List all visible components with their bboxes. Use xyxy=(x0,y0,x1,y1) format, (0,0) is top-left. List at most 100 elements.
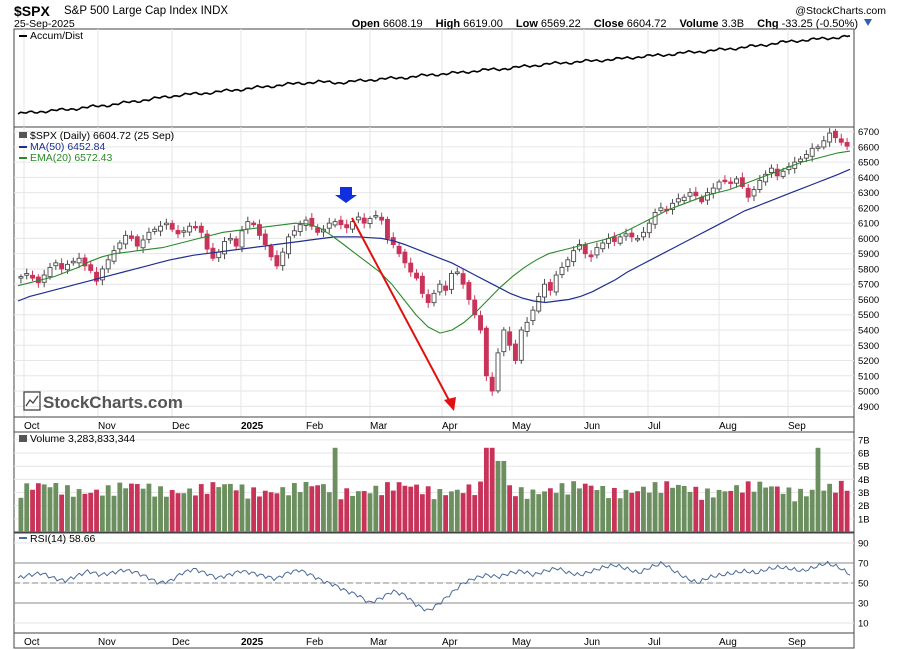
month-tick-label: Sep xyxy=(788,421,806,432)
peak-marker-arrow xyxy=(335,187,357,203)
volume-bar xyxy=(687,491,693,532)
candle-body xyxy=(478,315,483,331)
copyright-label[interactable]: @StockCharts.com xyxy=(795,5,886,17)
candle-body xyxy=(251,222,257,226)
volume-bar xyxy=(559,483,565,532)
volume-bar xyxy=(774,486,780,532)
volume-bar xyxy=(414,484,419,532)
candle-body xyxy=(105,259,111,270)
volume-bar xyxy=(175,493,181,532)
volume-bar xyxy=(454,489,460,532)
candle-body xyxy=(53,262,59,267)
price-tick-label: 5800 xyxy=(858,264,879,275)
candle-body xyxy=(844,142,850,147)
volume-bar xyxy=(617,498,623,532)
volume-bar xyxy=(291,483,297,532)
candle-body xyxy=(466,282,472,300)
month-tick-label: Nov xyxy=(98,637,116,648)
candle-body xyxy=(239,230,245,248)
candle-body xyxy=(827,132,833,143)
volume-bar xyxy=(309,486,315,532)
volume-bar xyxy=(187,488,193,532)
volume-bar xyxy=(280,487,286,532)
volume-bar xyxy=(47,487,53,532)
volume-bar xyxy=(623,489,629,532)
rsi-line xyxy=(17,560,851,612)
volume-bar xyxy=(763,487,769,532)
volume-bar xyxy=(798,488,803,532)
candle-body xyxy=(193,225,198,229)
volume-bar xyxy=(222,484,227,532)
month-tick-label: Feb xyxy=(306,637,324,648)
index-name: S&P 500 Large Cap Index INDX xyxy=(64,5,229,17)
volume-bar xyxy=(745,481,751,532)
volume-bar xyxy=(216,487,222,532)
volume-bar xyxy=(402,485,408,532)
volume-bar xyxy=(227,483,233,532)
candle-body xyxy=(536,295,542,312)
candle-body xyxy=(332,221,338,226)
volume-bar xyxy=(181,493,187,532)
volume-bar xyxy=(146,483,152,532)
candle-body xyxy=(309,217,315,227)
candle-body xyxy=(82,257,88,267)
candle-body xyxy=(367,218,373,225)
month-tick-label: Apr xyxy=(442,637,458,648)
candle-body xyxy=(460,273,466,285)
volume-y-axis: 1B 2B 3B 4B 5B 6B 7B xyxy=(858,435,870,525)
candle-body xyxy=(233,238,239,247)
volume-bar xyxy=(518,487,524,532)
volume-tick-label: 6B xyxy=(858,449,870,460)
chg-value: -33.25 (-0.50%) xyxy=(781,18,858,30)
month-tick-label: Nov xyxy=(98,421,116,432)
volume-bar xyxy=(233,490,239,532)
candle-body xyxy=(373,215,379,218)
ema20-legend-swatch xyxy=(19,157,27,159)
candle-body xyxy=(547,282,553,291)
stockcharts-watermark[interactable]: StockCharts.com xyxy=(23,391,183,412)
month-tick-label: Dec xyxy=(172,421,190,432)
candle-body xyxy=(658,207,664,212)
candle-body xyxy=(571,250,577,263)
symbol-label[interactable]: $SPX xyxy=(14,3,50,19)
candle-body xyxy=(216,251,222,259)
volume-legend-text: Volume 3,283,833,344 xyxy=(30,433,135,445)
volume-bar xyxy=(501,460,507,532)
volume-bar xyxy=(419,494,425,532)
volume-bar xyxy=(838,480,844,532)
volume-bar xyxy=(588,485,594,532)
price-tick-label: 5500 xyxy=(858,310,879,321)
candle-body xyxy=(129,235,134,239)
rsi-tick-label: 10 xyxy=(858,619,869,630)
volume-bar xyxy=(809,489,815,532)
price-tick-label: 6600 xyxy=(858,142,879,153)
volume-bar xyxy=(24,483,30,532)
candle-body xyxy=(734,178,739,184)
volume-bars xyxy=(18,447,850,532)
price-tick-label: 5600 xyxy=(858,295,879,306)
volume-bar xyxy=(76,489,82,532)
decline-arrow-head xyxy=(444,397,456,411)
ma50-line xyxy=(17,168,851,304)
candle-body xyxy=(437,283,443,293)
dropdown-triangle-icon[interactable] xyxy=(864,19,872,26)
candle-body xyxy=(675,198,681,203)
candle-body xyxy=(152,228,158,232)
candle-body xyxy=(140,239,146,249)
candle-body xyxy=(286,236,291,255)
candle-body xyxy=(204,233,210,250)
candle-body xyxy=(181,230,187,233)
volume-bar xyxy=(134,483,140,532)
rsi-legend: RSI(14) 58.66 xyxy=(19,533,96,545)
month-tick-label: Jun xyxy=(584,637,600,648)
volume-bar xyxy=(396,482,402,532)
volume-bar xyxy=(600,486,606,532)
volume-bar xyxy=(105,485,111,532)
rsi-grid xyxy=(14,542,854,624)
volume-bar xyxy=(629,492,635,532)
volume-bar xyxy=(65,485,70,532)
month-tick-label: Mar xyxy=(370,637,388,648)
volume-bar xyxy=(716,489,722,532)
candle-body xyxy=(530,309,536,322)
volume-bar xyxy=(542,491,547,532)
